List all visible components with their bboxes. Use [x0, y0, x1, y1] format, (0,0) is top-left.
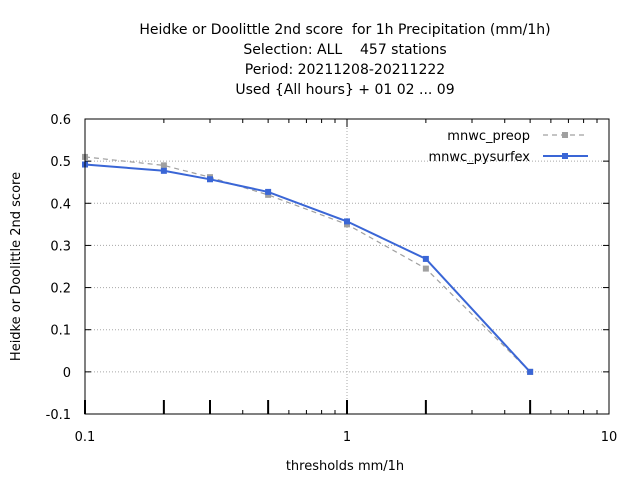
series-line-mnwc_pysurfex [84, 163, 531, 373]
y-tick-label: 0.1 [50, 324, 71, 339]
data-point-mnwc_pysurfex [160, 167, 167, 174]
data-point-mnwc_preop [422, 265, 429, 272]
legend-label: mnwc_preop [447, 129, 530, 144]
x-axis-label: thresholds mm/1h [286, 459, 404, 474]
chart-title-line-1: Heidke or Doolittle 2nd score for 1h Pre… [139, 22, 551, 38]
x-tick-label: 10 [601, 430, 618, 445]
x-tick-label: 1 [343, 430, 351, 445]
data-point-mnwc_pysurfex [344, 218, 350, 225]
y-tick-label: 0.2 [50, 282, 71, 297]
data-point-mnwc_pysurfex [207, 176, 214, 183]
y-axis-label: Heidke or Doolittle 2nd score [9, 172, 24, 361]
x-tick-label: 0.1 [75, 430, 96, 445]
data-point-mnwc_preop [160, 162, 167, 169]
y-tick-label: 0 [63, 366, 71, 381]
chart-title-line-3: Period: 20211208-20211222 [244, 62, 446, 78]
plot-frame [84, 118, 610, 415]
data-point-mnwc_pysurfex [422, 255, 429, 262]
y-tick-label: 0.6 [50, 113, 71, 128]
data-point-mnwc_pysurfex [527, 368, 534, 375]
y-tick-label: 0.4 [50, 197, 71, 212]
legend-marker-mnwc_pysurfex [562, 153, 568, 159]
chart-title: Heidke or Doolittle 2nd score for 1h Pre… [0, 20, 640, 100]
y-tick-label: -0.1 [46, 408, 71, 423]
series-line-mnwc_preop [84, 156, 531, 373]
chart-title-line-2: Selection: ALL 457 stations [243, 42, 447, 58]
y-tick-label: 0.5 [50, 155, 71, 170]
legend-marker-mnwc_preop [562, 132, 568, 138]
legend-label: mnwc_pysurfex [428, 150, 530, 165]
y-tick-label: 0.3 [50, 239, 71, 254]
chart-title-line-4: Used {All hours} + 01 02 ... 09 [235, 82, 455, 98]
data-point-mnwc_pysurfex [265, 188, 272, 195]
